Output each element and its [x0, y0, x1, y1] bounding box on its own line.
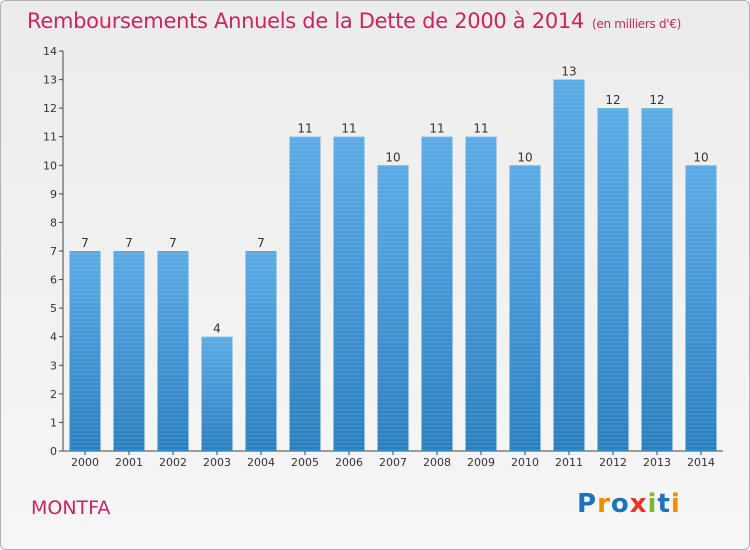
bar-texture: [685, 165, 717, 452]
y-tick-label: 13: [43, 74, 57, 87]
y-tick-label: 11: [43, 131, 57, 144]
bar-value-label: 7: [125, 236, 133, 250]
y-tick-label: 12: [43, 102, 57, 115]
chart-title: Remboursements Annuels de la Dette de 20…: [27, 9, 681, 33]
bar-texture: [597, 108, 629, 452]
logo-letter: P: [577, 489, 598, 519]
bar-texture: [157, 251, 189, 451]
y-tick-label: 8: [50, 216, 57, 229]
x-tick-label: 2000: [71, 456, 99, 469]
bar-value-label: 7: [169, 236, 177, 250]
x-tick-label: 2008: [423, 456, 451, 469]
y-tick-label: 14: [43, 45, 57, 58]
y-tick-label: 7: [50, 245, 57, 258]
bar-value-label: 11: [473, 122, 488, 136]
x-tick-label: 2004: [247, 456, 275, 469]
bar-value-label: 10: [385, 150, 400, 164]
y-tick-label: 10: [43, 159, 57, 172]
bar-texture: [201, 336, 233, 451]
x-tick-label: 2003: [203, 456, 231, 469]
y-tick-label: 6: [50, 274, 57, 287]
y-tick-label: 9: [50, 188, 57, 201]
bar-texture: [333, 136, 365, 451]
x-tick-label: 2006: [335, 456, 363, 469]
bar-texture: [641, 108, 673, 452]
x-tick-label: 2009: [467, 456, 495, 469]
logo-letter: i: [647, 489, 658, 519]
bar-value-label: 11: [429, 122, 444, 136]
x-tick-label: 2001: [115, 456, 143, 469]
bar-value-label: 12: [649, 93, 664, 107]
y-tick-label: 0: [50, 445, 57, 458]
bar-texture: [553, 79, 585, 452]
logo-letter: r: [597, 489, 611, 519]
bar-texture: [509, 165, 541, 452]
logo-letter: t: [657, 489, 671, 519]
bar-texture: [421, 136, 453, 451]
logo-letter: i: [670, 489, 681, 519]
bar-value-label: 7: [81, 236, 89, 250]
x-tick-label: 2012: [599, 456, 627, 469]
logo-letter: o: [610, 489, 630, 519]
bar-value-label: 7: [257, 236, 265, 250]
y-tick-label: 3: [50, 359, 57, 372]
bar-texture: [377, 165, 409, 452]
bar-value-label: 11: [341, 122, 356, 136]
x-tick-label: 2002: [159, 456, 187, 469]
y-tick-label: 5: [50, 302, 57, 315]
x-tick-label: 2013: [643, 456, 671, 469]
x-tick-label: 2014: [687, 456, 715, 469]
x-tick-label: 2005: [291, 456, 319, 469]
y-tick-label: 4: [50, 331, 57, 344]
bar-texture: [465, 136, 497, 451]
logo-letter: x: [629, 489, 648, 519]
bar-texture: [245, 251, 277, 451]
bar-value-label: 13: [561, 65, 576, 79]
x-tick-label: 2007: [379, 456, 407, 469]
x-tick-label: 2010: [511, 456, 539, 469]
bar-value-label: 10: [693, 150, 708, 164]
bar-texture: [289, 136, 321, 451]
bar-value-label: 4: [213, 322, 221, 336]
chart-unit: (en milliers d'€): [592, 17, 682, 31]
bar-value-label: 10: [517, 150, 532, 164]
y-tick-label: 1: [50, 416, 57, 429]
proxiti-logo: Proxiti: [577, 489, 681, 519]
bar-texture: [113, 251, 145, 451]
bar-value-label: 12: [605, 93, 620, 107]
bar-texture: [69, 251, 101, 451]
y-tick-label: 2: [50, 388, 57, 401]
bar-value-label: 11: [297, 122, 312, 136]
x-tick-label: 2011: [555, 456, 583, 469]
chart-title-text: Remboursements Annuels de la Dette de 20…: [27, 9, 584, 33]
commune-name: MONTFA: [31, 497, 111, 519]
